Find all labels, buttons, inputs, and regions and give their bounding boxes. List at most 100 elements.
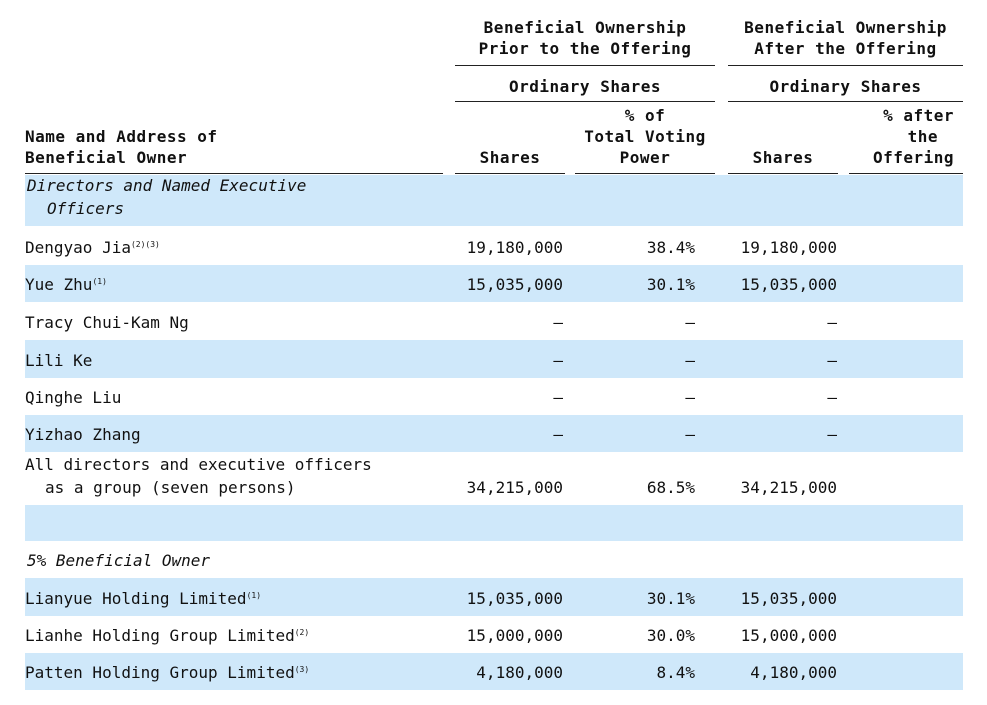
- name-line: Directors and Named Executive: [27, 176, 307, 195]
- cell-value: —: [685, 425, 695, 444]
- rule: [455, 173, 565, 174]
- header-line: Name and Address of: [25, 127, 218, 146]
- table-row: Qinghe Liu — — —: [25, 378, 963, 415]
- rule: [575, 173, 715, 174]
- owner-name: All directors and executive officers as a…: [25, 453, 372, 499]
- cell-value: —: [553, 388, 563, 407]
- table-row: Directors and Named Executive Officers: [25, 175, 963, 226]
- table-row: Patten Holding Group Limited(3) 4,180,000…: [25, 653, 963, 690]
- group-header: Beneficial Ownership After the Offering: [728, 17, 963, 59]
- cell-value: 34,215,000: [466, 478, 563, 497]
- table-row: Yizhao Zhang — — —: [25, 415, 963, 452]
- name-line: Patten Holding Group Limited(3): [25, 663, 310, 682]
- name-line: Lianhe Holding Group Limited(2): [25, 626, 310, 645]
- cell-value: 4,180,000: [750, 663, 837, 682]
- cell-value: —: [553, 351, 563, 370]
- header-line: After the Offering: [754, 39, 937, 58]
- cell-value: —: [827, 351, 837, 370]
- rule: [455, 101, 715, 102]
- owner-name: Lianyue Holding Limited(1): [25, 584, 261, 610]
- footnote-ref: (3): [294, 665, 310, 674]
- footnote-ref: (1): [92, 277, 107, 286]
- owner-name: Lili Ke: [25, 349, 92, 372]
- cell-value: —: [685, 388, 695, 407]
- cell-value: 15,000,000: [466, 626, 563, 645]
- owner-name: Lianhe Holding Group Limited(2): [25, 621, 309, 647]
- owner-name: Patten Holding Group Limited(3): [25, 658, 309, 684]
- footnote-ref: (1): [246, 591, 262, 600]
- cell-value: 15,000,000: [740, 626, 837, 645]
- section-label: 5% Beneficial Owner: [27, 549, 210, 572]
- header-line: Beneficial Ownership: [483, 18, 687, 37]
- table-row: Tracy Chui-Kam Ng — — —: [25, 302, 963, 340]
- name-line: All directors and executive officers: [25, 455, 372, 474]
- table-row: All directors and executive officers as a…: [25, 452, 963, 505]
- name-line: Yue Zhu(1): [25, 275, 107, 294]
- cell-value: 30.1%: [646, 275, 695, 294]
- owner-name: Dengyao Jia(2)(3): [25, 233, 160, 259]
- header-line: Power: [619, 148, 671, 167]
- column-header: Name and Address of Beneficial Owner: [25, 126, 445, 168]
- sub-header: Ordinary Shares: [769, 77, 922, 96]
- rule: [455, 65, 715, 66]
- table-row: Lili Ke — — —: [25, 340, 963, 378]
- sub-header: Ordinary Shares: [509, 77, 661, 96]
- cell-value: 68.5%: [646, 478, 695, 497]
- cell-value: —: [685, 351, 695, 370]
- header-line: Offering: [872, 148, 954, 167]
- cell-value: —: [827, 313, 837, 332]
- owner-name: Qinghe Liu: [25, 386, 121, 409]
- cell-value: 15,035,000: [466, 275, 563, 294]
- cell-value: —: [827, 388, 837, 407]
- spacer-row: [25, 505, 963, 541]
- cell-value: —: [685, 313, 695, 332]
- name-line: Dengyao Jia(2)(3): [25, 238, 160, 257]
- column-header: Shares: [752, 148, 814, 167]
- rule: [728, 101, 963, 102]
- table-row: Yue Zhu(1) 15,035,000 30.1% 15,035,000: [25, 265, 963, 302]
- cell-value: 15,035,000: [740, 275, 837, 294]
- header-line: Total Voting: [584, 127, 706, 146]
- header-line: Prior to the Offering: [478, 39, 692, 58]
- cell-value: —: [553, 313, 563, 332]
- cell-value: —: [827, 425, 837, 444]
- section-label: Directors and Named Executive Officers: [27, 174, 306, 220]
- cell-value: 38.4%: [646, 238, 695, 257]
- name-line: Qinghe Liu: [25, 388, 122, 407]
- cell-value: 19,180,000: [740, 238, 837, 257]
- header-line: Beneficial Ownership: [744, 18, 947, 37]
- cell-value: 15,035,000: [740, 589, 837, 608]
- table-row: Lianyue Holding Limited(1) 15,035,000 30.1…: [25, 578, 963, 616]
- footnote-ref: (2)(3): [130, 240, 160, 249]
- group-header: Beneficial Ownership Prior to the Offeri…: [455, 17, 715, 59]
- cell-value: 4,180,000: [476, 663, 563, 682]
- cell-value: —: [553, 425, 563, 444]
- cell-value: 19,180,000: [466, 238, 563, 257]
- footnote-ref: (2): [294, 628, 310, 637]
- cell-value: 30.0%: [646, 626, 695, 645]
- name-line: Lili Ke: [25, 351, 93, 370]
- column-header: % after the Offering: [849, 105, 954, 168]
- rule: [849, 173, 963, 174]
- cell-value: 30.1%: [646, 589, 695, 608]
- name-line: Officers: [47, 199, 125, 218]
- name-line: Yizhao Zhang: [25, 425, 141, 444]
- header-line: % after: [883, 106, 954, 125]
- name-line: as a group (seven persons): [45, 478, 296, 497]
- column-header: % of Total Voting Power: [575, 105, 715, 168]
- header-line: the: [907, 127, 938, 146]
- cell-value: 15,035,000: [466, 589, 563, 608]
- rule: [25, 173, 443, 174]
- cell-value: 8.4%: [656, 663, 695, 682]
- table-row: Dengyao Jia(2)(3) 19,180,000 38.4% 19,180,0…: [25, 229, 963, 265]
- owner-name: Yue Zhu(1): [25, 270, 107, 296]
- rule: [728, 65, 963, 66]
- table-row: Lianhe Holding Group Limited(2) 15,000,00…: [25, 616, 963, 653]
- table-row: 5% Beneficial Owner: [25, 541, 963, 578]
- owner-name: Yizhao Zhang: [25, 423, 141, 446]
- cell-value: 34,215,000: [740, 478, 837, 497]
- header-line: Beneficial Owner: [25, 148, 188, 167]
- header-line: % of: [624, 106, 666, 125]
- rule: [728, 173, 838, 174]
